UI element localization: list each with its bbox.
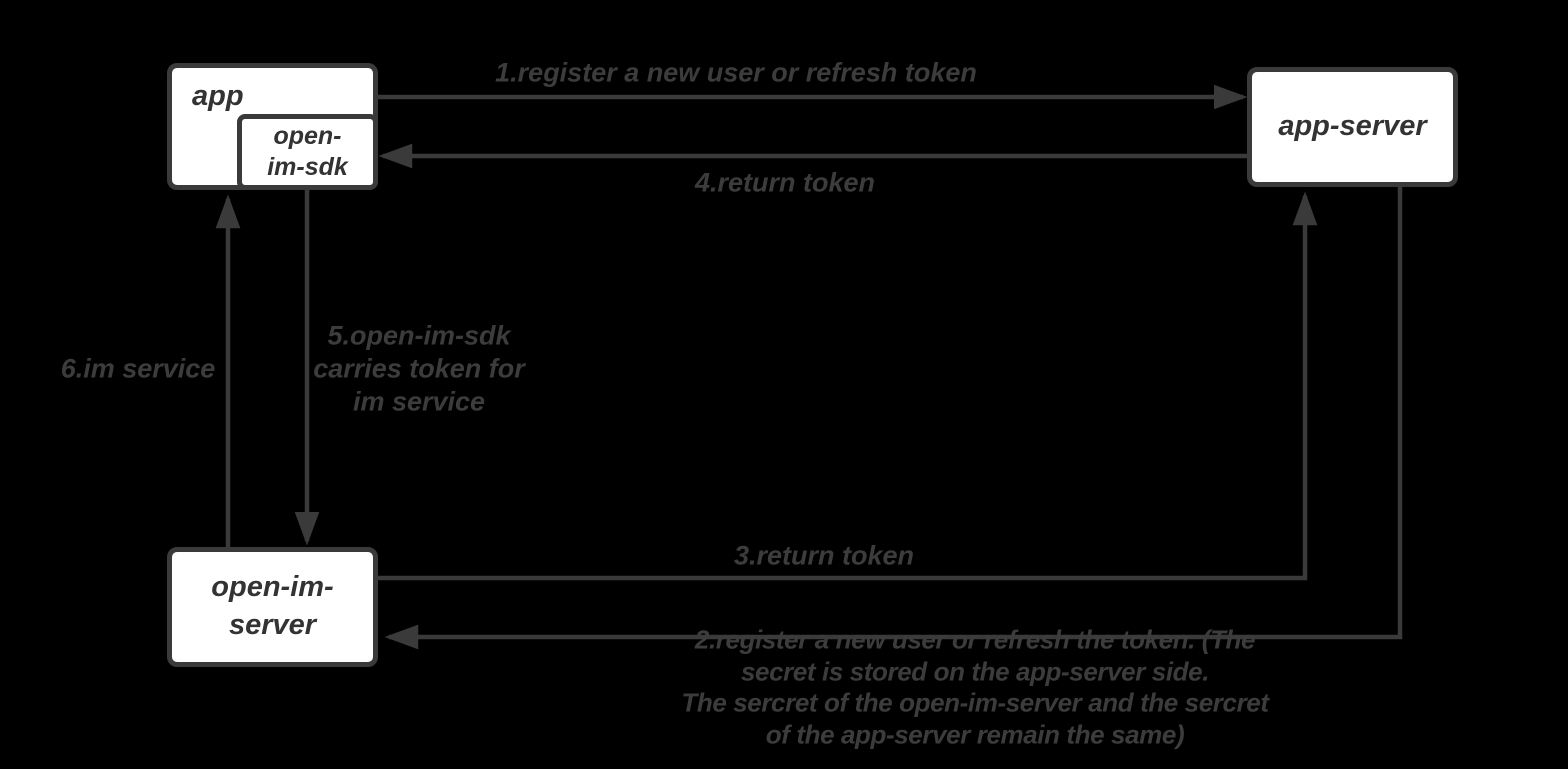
node-app-server: app-server xyxy=(1247,67,1458,187)
node-app-label: app xyxy=(192,80,244,112)
edge-1-label: 1.register a new user or refresh token xyxy=(495,57,977,88)
edge-2-label: 2.register a new user or refresh the tok… xyxy=(681,624,1269,750)
node-open-im-server-label: open-im- server xyxy=(211,571,334,641)
edge-6-label: 6.im service xyxy=(60,353,216,384)
edge-3-label: 3.return token xyxy=(733,540,915,571)
edge-5-label: 5.open-im-sdk carries token for im servi… xyxy=(313,320,525,417)
edge-4-label: 4.return token xyxy=(694,167,876,198)
node-open-im-sdk: open- im-sdk xyxy=(237,114,378,190)
node-app-server-label: app-server xyxy=(1278,110,1427,143)
node-open-im-server: open-im- server xyxy=(167,547,378,667)
node-open-im-sdk-label: open- im-sdk xyxy=(267,121,348,181)
